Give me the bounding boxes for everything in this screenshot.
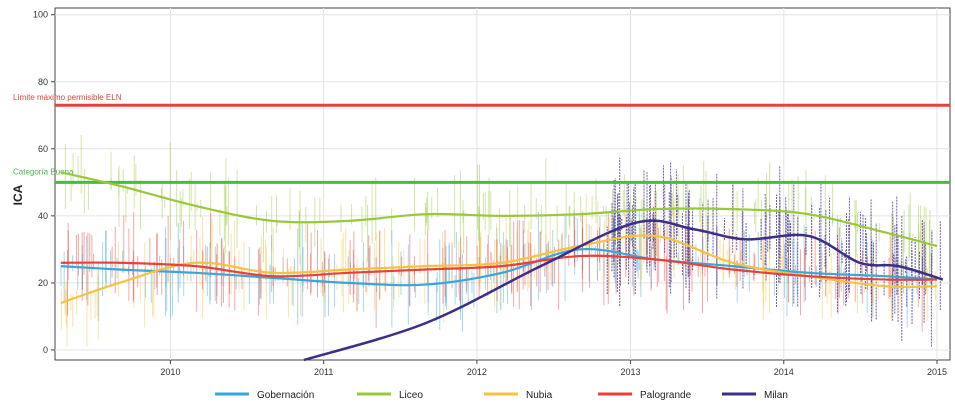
y-axis: 0 20 40 60 80 100: [33, 10, 55, 355]
x-tick-label: 2013: [621, 367, 641, 377]
y-tick-label: 40: [38, 211, 48, 221]
x-tick-label: 2012: [467, 367, 487, 377]
y-tick-label: 100: [33, 10, 48, 20]
series-line-palogrande: [60, 254, 937, 281]
x-tick-label: 2015: [927, 367, 947, 377]
x-tick-label: 2011: [314, 367, 333, 377]
legend-label: Milan: [764, 390, 788, 401]
reference-label: Límite máximo permisible ELN: [13, 93, 122, 102]
grid: [54, 7, 951, 361]
x-axis: 2010 2011 2012 2013 2014 2015: [160, 360, 947, 377]
reference-label: Categoría Buena: [13, 167, 74, 176]
legend-label: Gobernación: [257, 390, 314, 401]
series-line-gobernación: [60, 247, 938, 287]
raw-data-traces: [60, 134, 941, 347]
legend: Gobernación Liceo Nubia Palogrande Milan: [215, 390, 788, 401]
legend-label: Palogrande: [640, 390, 692, 401]
series-line-liceo: [60, 171, 938, 248]
y-axis-label: ICA: [11, 184, 25, 205]
reference-lines: Límite máximo permisible ELN Categoría Bu…: [13, 93, 950, 184]
x-tick-label: 2010: [160, 367, 180, 377]
legend-label: Liceo: [399, 390, 423, 401]
series-line-milan: [303, 219, 944, 362]
plot-frame: [54, 7, 951, 361]
x-tick-label: 2014: [774, 367, 794, 377]
y-tick-label: 0: [43, 345, 48, 355]
y-tick-label: 60: [38, 144, 48, 154]
series-lines: [60, 171, 944, 362]
y-tick-label: 20: [38, 278, 48, 288]
legend-label: Nubia: [526, 390, 553, 401]
y-tick-label: 80: [38, 77, 48, 87]
